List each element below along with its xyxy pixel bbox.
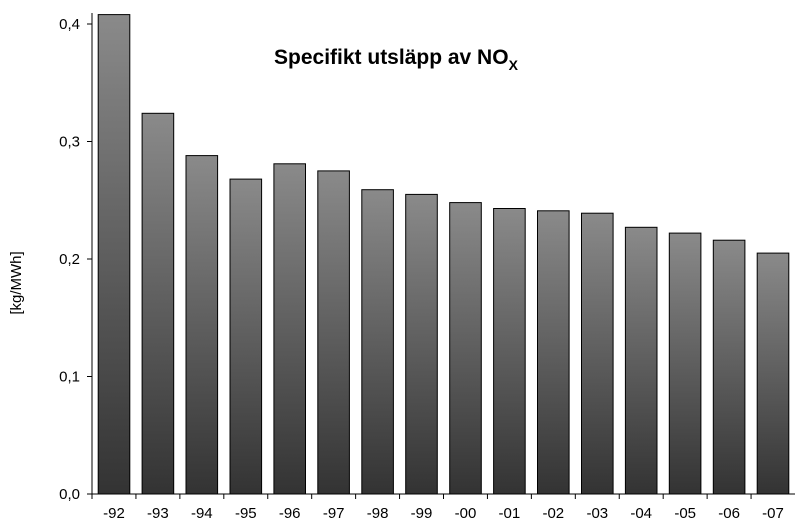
bar--94 (185, 155, 219, 495)
bar--97 (317, 170, 350, 495)
bar--96 (273, 163, 306, 495)
x-tick-label: -92 (103, 505, 125, 522)
bar--03 (581, 212, 614, 495)
x-tick-label: -97 (323, 505, 345, 522)
x-tick-label: -02 (542, 505, 564, 522)
x-tick-label: -94 (191, 505, 213, 522)
bar--93 (141, 112, 175, 495)
bar--00 (449, 202, 482, 495)
chart-title-main: Specifikt utsläpp av NO (274, 46, 509, 69)
y-ticks-group: 0,0 0,1 0,2 0,3 0,4 (59, 16, 92, 503)
x-tick-label: -01 (499, 505, 521, 522)
x-tick-label: -93 (147, 505, 169, 522)
chart-title: Specifikt utsläpp av NOX (274, 46, 519, 73)
bar--01 (493, 208, 526, 495)
bar--06 (712, 239, 746, 495)
bar--98 (361, 189, 394, 495)
bar--02 (537, 210, 570, 495)
x-tick-label: -07 (762, 505, 784, 522)
x-tick-label: -99 (411, 505, 433, 522)
bar--07 (756, 252, 790, 495)
bar--04 (624, 226, 658, 495)
bar--99 (405, 193, 438, 495)
bar--05 (668, 232, 702, 495)
y-tick-label: 0,4 (59, 16, 80, 33)
y-tick-label: 0,1 (59, 369, 80, 386)
y-tick-label: 0,0 (59, 486, 80, 503)
x-tick-label: -96 (279, 505, 301, 522)
bar--95 (229, 178, 263, 495)
chart-title-subscript: X (509, 57, 519, 73)
bars-group (97, 14, 790, 495)
x-tick-label: -06 (718, 505, 740, 522)
bar--92 (97, 14, 131, 495)
y-axis-label: [kg/MWh] (8, 251, 25, 314)
x-tick-label: -95 (235, 505, 257, 522)
x-tick-label: -98 (367, 505, 389, 522)
x-tick-label: -05 (674, 505, 696, 522)
x-tick-label: -03 (586, 505, 608, 522)
y-tick-label: 0,2 (59, 251, 80, 268)
x-tick-label: -00 (455, 505, 477, 522)
x-tick-label: -04 (630, 505, 652, 522)
y-tick-label: 0,3 (59, 134, 80, 151)
x-ticks-group: -92 -93 -94 -95 -96 -97 -98 -99 -00 -01 -02 -03 -04 -… (91, 494, 784, 522)
